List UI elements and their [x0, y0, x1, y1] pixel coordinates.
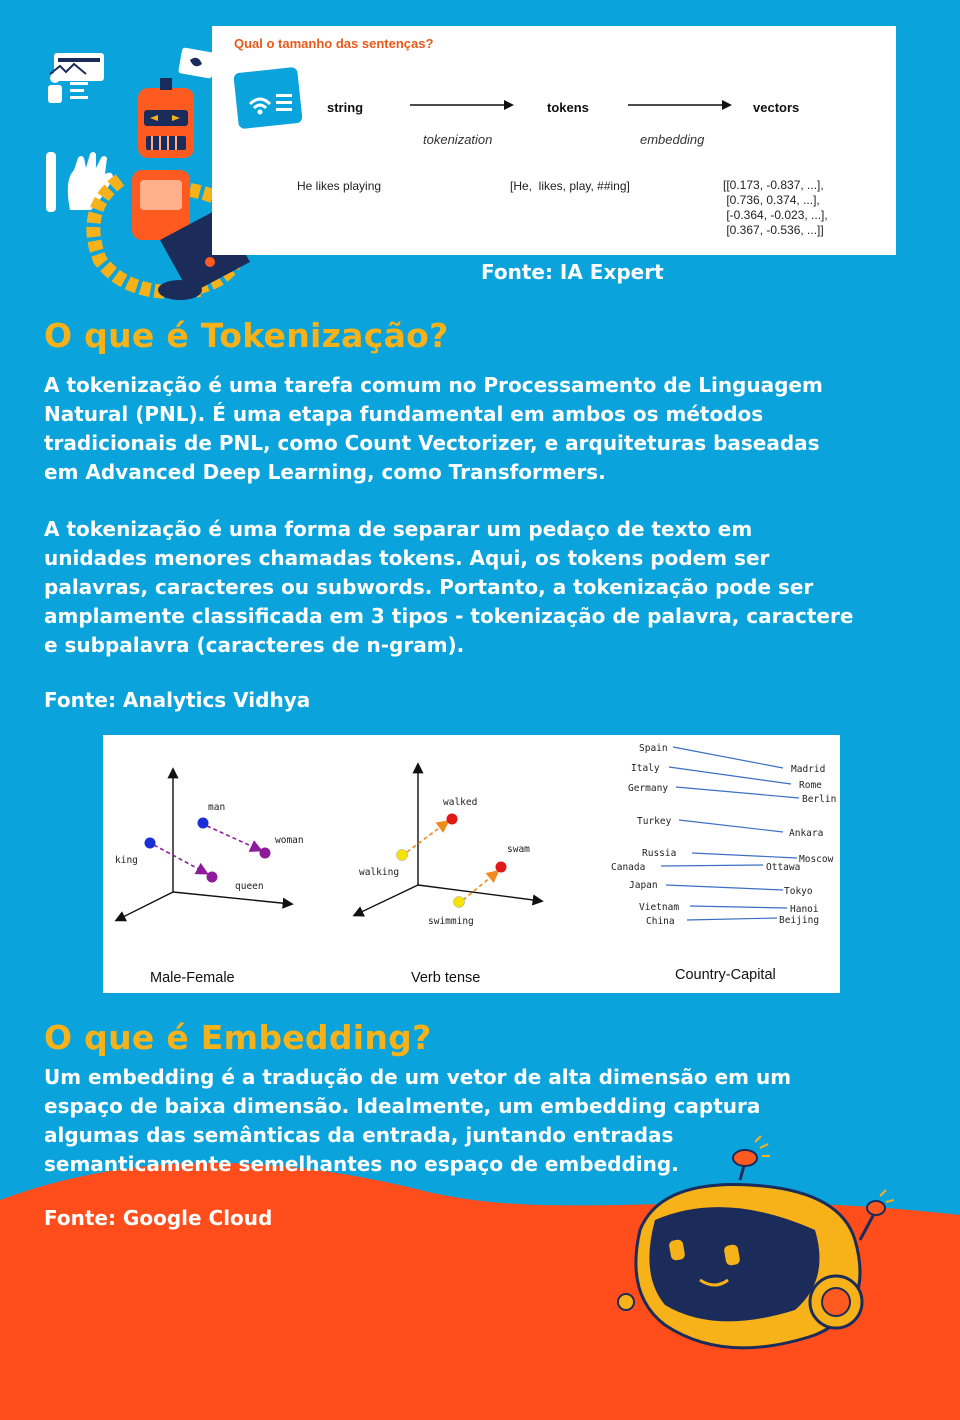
paragraph-line: A tokenização é uma tarefa comum no Proc…: [44, 373, 823, 397]
pipeline-embedding-label: embedding: [640, 132, 705, 147]
point-swam: [495, 861, 507, 873]
example-vectors: [[0.173, -0.837, ...], [0.736, 0.374, ..…: [723, 178, 828, 238]
point-man: [197, 817, 209, 829]
paragraph-line: em Advanced Deep Learning, como Transfor…: [44, 460, 606, 484]
paragraph-line: unidades menores chamadas tokens. Aqui, …: [44, 546, 770, 570]
point-walked: [446, 813, 458, 825]
paragraph-line: tradicionais de PNL, como Count Vectoriz…: [44, 431, 820, 455]
capital-beijing: Beijing: [779, 915, 819, 926]
paragraph-line: algumas das semânticas da entrada, junta…: [44, 1123, 674, 1147]
paragraph-line: Um embedding é a tradução de um vetor de…: [44, 1065, 792, 1089]
paragraph-line: A tokenização é uma forma de separar um …: [44, 517, 753, 541]
caption-verb-tense: Verb tense: [411, 970, 480, 986]
walking-walked-arrow: [406, 820, 450, 853]
source-google-cloud: Fonte: Google Cloud: [44, 1206, 273, 1230]
source-analytics-vidhya: Fonte: Analytics Vidhya: [44, 688, 311, 712]
pipeline-string-label: string: [327, 100, 364, 115]
person-icon: [48, 73, 88, 103]
capital-ottawa: Ottawa: [766, 862, 800, 873]
label-queen: queen: [235, 881, 264, 892]
leaf-screen-icon: [178, 47, 216, 79]
point-queen: [206, 871, 218, 883]
label-walked: walked: [443, 797, 477, 808]
capital-rome: Rome: [799, 780, 822, 791]
label-king: king: [115, 855, 138, 866]
caption-country-capital: Country-Capital: [675, 967, 776, 983]
example-vector-row: [0.736, 0.374, ...],: [723, 193, 820, 207]
country-spain: Spain: [639, 743, 668, 754]
caption-male-female: Male-Female: [150, 970, 235, 986]
card-question: Qual o tamanho das sentenças?: [234, 36, 434, 51]
king-queen-arrow: [153, 844, 209, 875]
country-capital-lines: [660, 746, 800, 921]
country-italy: Italy: [631, 763, 660, 774]
capital-madrid: Madrid: [791, 764, 825, 775]
pipeline-vectors-label: vectors: [753, 100, 800, 115]
arrow-right-icon: [410, 100, 514, 110]
paragraph-line: e subpalavra (caracteres de n-gram).: [44, 633, 465, 657]
tokenizacao-title: O que é Tokenização?: [44, 316, 449, 355]
wifi-screen-icon: [233, 67, 303, 129]
pipeline-tokenization-label: tokenization: [423, 132, 493, 147]
swimming-swam-arrow: [462, 869, 500, 901]
example-vector-row: [0.367, -0.536, ...]]: [723, 223, 824, 237]
embedding-figure: man woman king queen Male-Female walked …: [114, 743, 836, 986]
label-man: man: [208, 802, 225, 813]
country-russia: Russia: [642, 848, 676, 859]
label-walking: walking: [359, 867, 399, 878]
example-vector-row: [[0.173, -0.837, ...],: [723, 178, 824, 192]
robot-head-illustration: [617, 1135, 895, 1350]
paragraph-line: espaço de baixa dimensão. Idealmente, um…: [44, 1094, 761, 1118]
country-canada: Canada: [611, 862, 645, 873]
point-swimming: [453, 896, 465, 908]
tokenization-pipeline-card: Qual o tamanho das sentenças? string tok…: [212, 26, 896, 255]
pipeline-tokens-label: tokens: [547, 100, 589, 115]
point-woman: [259, 847, 271, 859]
country-japan: Japan: [629, 880, 658, 891]
example-tokens: [He, likes, play, ##ing]: [510, 179, 630, 193]
capital-berlin: Berlin: [802, 794, 836, 805]
capital-moscow: Moscow: [799, 854, 834, 865]
floating-screen-icon: [49, 53, 104, 81]
country-germany: Germany: [628, 783, 668, 794]
country-china: China: [646, 916, 675, 927]
capital-hanoi: Hanoi: [790, 904, 819, 915]
male-female-axes: [114, 767, 294, 922]
label-woman: woman: [275, 835, 304, 846]
label-swam: swam: [507, 844, 530, 855]
arrow-right-icon: [628, 100, 732, 110]
embedding-figure-card: man woman king queen Male-Female walked …: [103, 735, 840, 993]
source-ia-expert: Fonte: IA Expert: [481, 260, 664, 284]
country-turkey: Turkey: [637, 816, 672, 827]
point-walking: [396, 849, 408, 861]
tokenizacao-paragraph-1: A tokenização é uma tarefa comum no Proc…: [44, 371, 924, 487]
example-vector-row: [-0.364, -0.023, ...],: [723, 208, 828, 222]
tokenizacao-paragraph-2: A tokenização é uma forma de separar um …: [44, 515, 924, 660]
paragraph-line: semanticamente semelhantes no espaço de …: [44, 1152, 679, 1176]
embedding-title: O que é Embedding?: [44, 1018, 432, 1057]
paragraph-line: palavras, caracteres ou subwords. Portan…: [44, 575, 814, 599]
point-king: [144, 837, 156, 849]
verb-tense-axes: [352, 762, 544, 917]
example-sentence: He likes playing: [297, 179, 382, 193]
paragraph-line: Natural (PNL). É uma etapa fundamental e…: [44, 402, 764, 426]
paragraph-line: amplamente classificada em 3 tipos - tok…: [44, 604, 854, 628]
label-swimming: swimming: [428, 916, 474, 927]
embedding-paragraph: Um embedding é a tradução de um vetor de…: [44, 1063, 864, 1179]
capital-tokyo: Tokyo: [784, 886, 813, 897]
country-vietnam: Vietnam: [639, 902, 679, 913]
capital-ankara: Ankara: [789, 828, 823, 839]
man-woman-arrow: [206, 825, 263, 852]
